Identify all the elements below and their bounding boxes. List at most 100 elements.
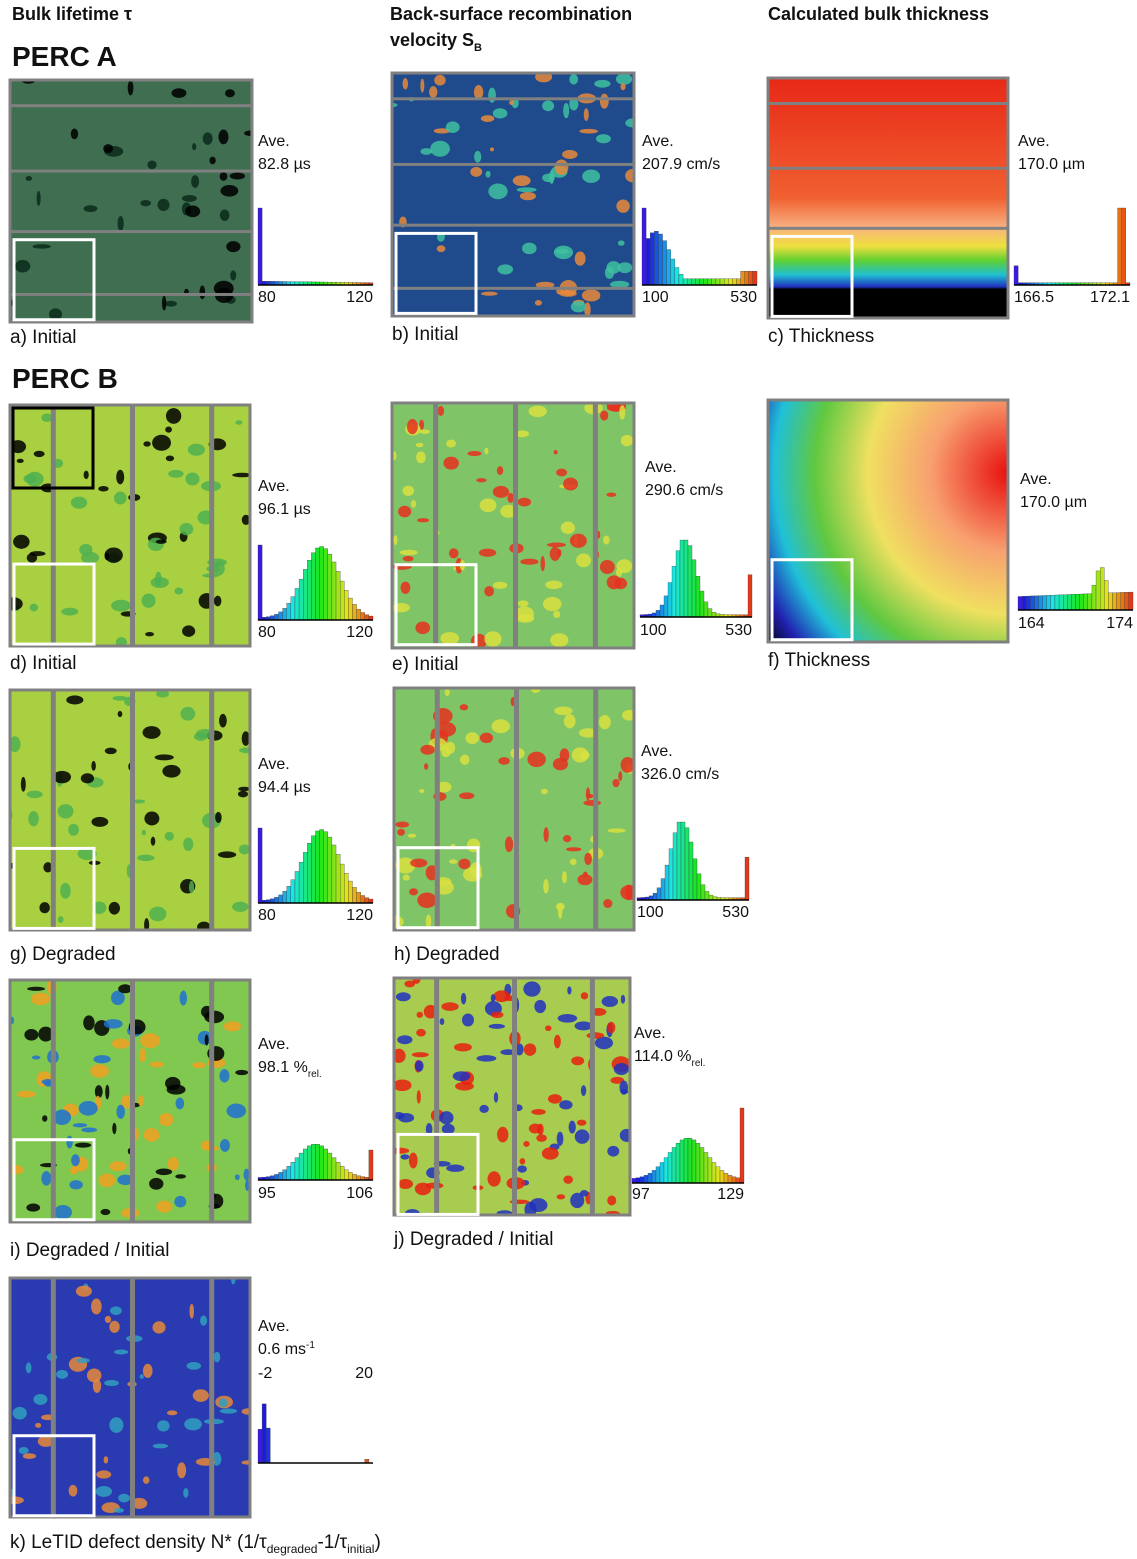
histogram-bar (328, 837, 332, 903)
histogram-bar (661, 879, 665, 900)
map-defect (81, 773, 94, 783)
histogram-max-label: 120 (346, 289, 373, 306)
histogram-bar (332, 845, 336, 903)
busbar (51, 690, 56, 930)
busbar (209, 690, 214, 930)
histogram-bar (283, 1170, 287, 1180)
map-defect (411, 500, 416, 508)
map-defect (209, 157, 215, 165)
map-defect (577, 1120, 587, 1126)
histogram-min-label: 164 (1018, 615, 1045, 632)
histogram-bar (1121, 592, 1125, 610)
map-defect (103, 144, 113, 153)
map-defect (493, 486, 509, 498)
histogram-bar (258, 828, 262, 903)
panel-caption: c) Thickness (768, 326, 874, 347)
histogram-bar (740, 1108, 744, 1183)
histogram-bar (712, 1162, 716, 1183)
map-defect (230, 173, 245, 180)
histogram-min-label: 80 (258, 289, 276, 306)
map-defect (144, 1128, 160, 1142)
map-defect (174, 1196, 186, 1208)
histogram-bar (1043, 595, 1047, 610)
map-defect (401, 582, 411, 594)
map-defect (559, 1100, 572, 1109)
map-defect (93, 1055, 110, 1063)
histogram-bar (328, 1153, 332, 1180)
map-defect (567, 986, 571, 994)
histogram-bar (1063, 595, 1067, 610)
map-defect (84, 471, 89, 479)
map-defect (554, 1035, 561, 1049)
map-defect (177, 1462, 186, 1478)
histogram-bar (311, 1144, 315, 1180)
map-defect (58, 916, 64, 923)
histogram-bar (340, 864, 344, 903)
histogram-bar (693, 859, 697, 900)
busbar (768, 227, 1008, 230)
map-defect (31, 993, 51, 1006)
histogram-bar (287, 603, 291, 620)
busbar (209, 1278, 214, 1517)
histogram-bar (653, 893, 657, 900)
map-defect (488, 88, 496, 103)
map-defect (224, 1021, 241, 1031)
map-defect (408, 834, 416, 838)
map-defect (416, 1029, 426, 1037)
map-defect (76, 1286, 92, 1297)
histogram-bar (287, 886, 291, 903)
column-header: Calculated bulk thickness (768, 4, 989, 24)
map-defect (193, 1389, 209, 1402)
map-defect (600, 560, 615, 574)
panel-caption-part: d) Initial (10, 653, 77, 674)
busbar (768, 167, 1008, 170)
map-defect (493, 108, 508, 118)
map-defect (205, 1034, 209, 1045)
map-defect (225, 89, 235, 97)
map-defect (449, 859, 457, 864)
map-defect (616, 199, 629, 212)
map-defect (69, 1180, 82, 1189)
map-defect (180, 707, 195, 721)
column-header-part: velocity S (390, 30, 474, 50)
map-defect (563, 835, 571, 842)
panel-caption-sub: degraded (267, 1542, 318, 1556)
map-defect (518, 600, 529, 607)
histogram-bar (676, 1143, 680, 1183)
map-defect (600, 411, 608, 421)
map-defect (147, 160, 156, 169)
histogram-bar (316, 831, 320, 903)
busbar (435, 688, 440, 930)
map-defect (101, 1209, 111, 1215)
map-defect (607, 1196, 616, 1206)
map-defect (596, 134, 611, 143)
map-defect (561, 522, 575, 534)
busbar (593, 403, 598, 648)
map-defect (614, 1063, 629, 1075)
map-defect (536, 1134, 547, 1141)
map-defect (527, 752, 545, 768)
map-defect (32, 244, 50, 248)
average-value-part: 207.9 cm/s (642, 156, 720, 173)
panel-caption: g) Degraded (10, 944, 116, 965)
group-label: PERC A (12, 41, 117, 72)
histogram-bar (636, 1178, 640, 1183)
histogram-bar (320, 547, 324, 620)
column-header: Bulk lifetime τ (12, 4, 132, 24)
map-defect (491, 1012, 504, 1018)
map-defect (415, 621, 430, 634)
histogram-bar (1030, 596, 1034, 610)
map-defect (128, 80, 134, 95)
map-defect (219, 1398, 228, 1407)
map-defect (155, 572, 162, 587)
map-defect (517, 187, 537, 192)
busbar (130, 405, 135, 646)
map-defect (109, 1321, 119, 1333)
histogram-bar (258, 1429, 262, 1463)
map-defect (518, 498, 531, 507)
histogram-bar (258, 545, 262, 620)
map-defect (138, 1095, 144, 1106)
histogram-bar (679, 274, 683, 285)
map-defect (396, 992, 411, 1001)
map-defect (200, 1315, 207, 1325)
